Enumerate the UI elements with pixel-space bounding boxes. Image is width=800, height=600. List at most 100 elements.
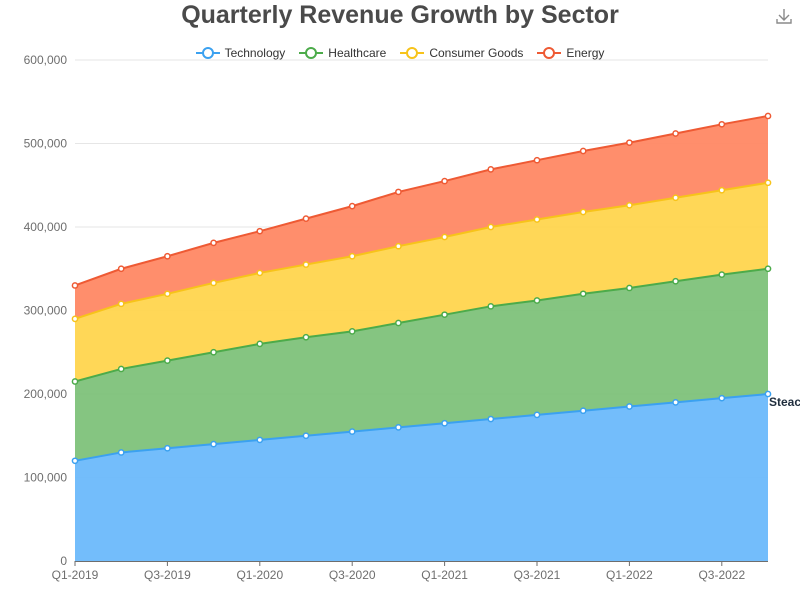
y-tick-label: 500,000 [24, 137, 68, 151]
area-technology [75, 394, 768, 561]
data-point-consumer-goods [533, 216, 541, 223]
download-button[interactable] [774, 6, 794, 26]
chart-title: Quarterly Revenue Growth by Sector [181, 1, 619, 29]
data-point-consumer-goods [579, 208, 587, 216]
data-point-energy [764, 112, 772, 120]
legend-item[interactable]: Healthcare [299, 46, 386, 60]
data-point-technology [533, 411, 541, 419]
legend-label: Consumer Goods [429, 46, 524, 60]
data-point-energy [533, 156, 541, 164]
data-point-technology [117, 449, 125, 456]
download-icon [776, 9, 792, 24]
data-point-consumer-goods [764, 179, 772, 187]
legend: Technology Healthcare Consumer Goods Energy [0, 44, 800, 62]
data-point-technology [441, 419, 448, 427]
data-point-technology [256, 436, 264, 444]
legend-item[interactable]: Energy [537, 46, 604, 60]
data-point-energy [71, 282, 79, 289]
legend-marker-icon [195, 47, 220, 59]
legend-marker-icon [400, 47, 425, 59]
legend-item[interactable]: Technology [195, 46, 286, 60]
x-tick-label: Q3-2020 [329, 568, 376, 582]
legend-label: Energy [566, 46, 605, 60]
data-point-healthcare [210, 348, 217, 356]
data-point-healthcare [764, 265, 772, 273]
x-tick-label: Q3-2022 [698, 568, 745, 582]
data-point-healthcare [579, 290, 587, 298]
data-point-energy [348, 202, 356, 210]
x-tick-label: Q3-2021 [514, 568, 561, 582]
area-consumer-goods [75, 182, 768, 382]
line-consumer-goods [74, 181, 769, 320]
data-point-healthcare [71, 378, 79, 385]
data-point-technology [579, 407, 587, 415]
data-point-consumer-goods [487, 223, 495, 231]
data-point-energy [395, 188, 402, 196]
data-point-energy [210, 239, 217, 247]
x-tick-label: Q1-2019 [52, 568, 99, 582]
y-tick-label: 100,000 [24, 471, 68, 485]
legend-label: Healthcare [328, 46, 387, 60]
data-point-technology [672, 399, 679, 406]
y-tick-label: 0 [60, 554, 67, 568]
annotation-label: Steac [769, 395, 800, 409]
data-point-consumer-goods [164, 290, 171, 298]
data-point-energy [302, 215, 310, 222]
data-point-consumer-goods [117, 300, 125, 308]
data-point-healthcare [672, 277, 679, 285]
data-point-technology [164, 444, 171, 452]
data-point-consumer-goods [395, 242, 402, 250]
x-tick-label: Q3-2019 [144, 568, 191, 582]
line-healthcare [74, 267, 769, 383]
data-point-technology [626, 403, 633, 410]
data-point-healthcare [302, 333, 310, 341]
y-tick-label: 600,000 [24, 53, 68, 67]
y-tick-label: 200,000 [24, 387, 68, 401]
legend-marker-icon [299, 47, 324, 59]
line-energy [74, 114, 769, 287]
data-point-consumer-goods [672, 194, 679, 202]
x-tick-label: Q1-2020 [236, 568, 283, 582]
data-point-technology [302, 432, 310, 440]
y-tick-label: 400,000 [24, 220, 68, 234]
x-tick-label: Q1-2022 [606, 568, 653, 582]
data-point-consumer-goods [348, 252, 356, 260]
data-point-technology [348, 428, 356, 435]
data-point-healthcare [626, 284, 633, 292]
data-point-energy [487, 166, 495, 173]
legend-marker-icon [537, 47, 562, 59]
data-point-consumer-goods [302, 261, 310, 268]
legend-item[interactable]: Consumer Goods [400, 46, 523, 60]
data-point-energy [626, 139, 633, 147]
data-point-healthcare [487, 302, 495, 310]
data-point-energy [117, 265, 125, 273]
data-point-technology [71, 457, 79, 465]
data-point-healthcare [348, 328, 356, 335]
data-point-healthcare [164, 357, 171, 364]
line-technology [74, 393, 769, 462]
data-point-energy [579, 147, 587, 155]
data-point-healthcare [117, 365, 125, 373]
area-energy [75, 115, 768, 319]
data-point-healthcare [256, 340, 264, 348]
data-point-healthcare [718, 271, 726, 278]
data-point-technology [487, 415, 495, 423]
data-point-healthcare [533, 297, 541, 304]
data-point-energy [718, 120, 726, 128]
data-point-consumer-goods [626, 201, 633, 209]
data-point-consumer-goods [441, 233, 448, 241]
data-point-technology [764, 390, 772, 398]
data-point-technology [718, 394, 726, 402]
data-point-energy [441, 177, 448, 185]
data-point-energy [672, 130, 679, 137]
area-healthcare [75, 268, 768, 461]
data-point-healthcare [441, 311, 448, 319]
y-tick-label: 300,000 [24, 304, 68, 318]
x-tick-label: Q1-2021 [421, 568, 468, 582]
data-point-consumer-goods [718, 186, 726, 194]
data-point-technology [210, 440, 217, 448]
legend-label: Technology [224, 46, 286, 60]
data-point-technology [395, 424, 402, 431]
data-point-consumer-goods [71, 315, 79, 323]
